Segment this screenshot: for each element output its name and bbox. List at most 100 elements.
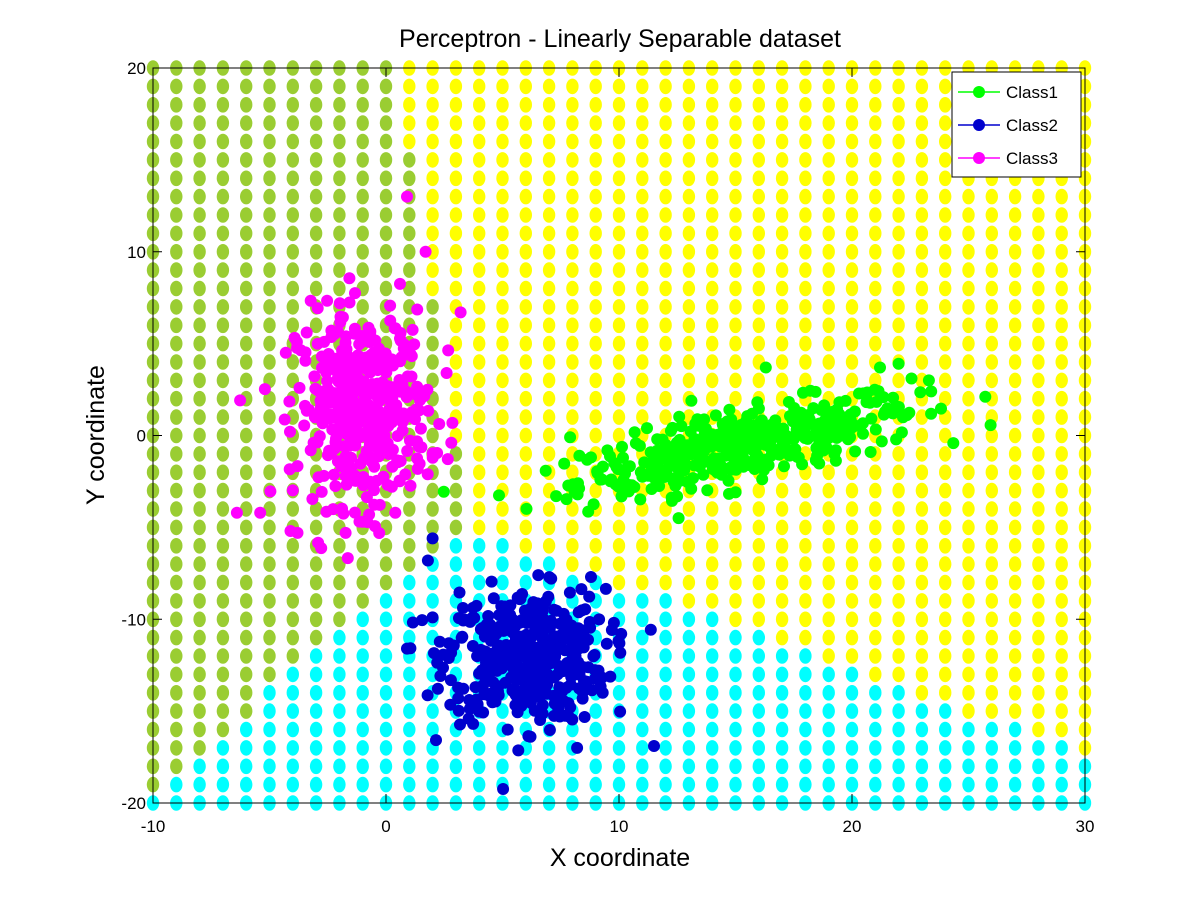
grid-point-class3 bbox=[333, 262, 346, 278]
grid-point-class3 bbox=[356, 207, 369, 223]
grid-point-class1 bbox=[752, 482, 765, 499]
data-point-class1 bbox=[809, 454, 822, 467]
grid-point-class2 bbox=[706, 721, 719, 738]
grid-point-class1 bbox=[985, 280, 998, 297]
grid-point-class1 bbox=[752, 611, 765, 628]
data-point-class2 bbox=[433, 635, 446, 648]
grid-point-class3 bbox=[449, 501, 463, 517]
grid-point-class2 bbox=[240, 776, 253, 793]
grid-point-class1 bbox=[403, 133, 416, 150]
data-point-class1 bbox=[628, 426, 641, 439]
grid-point-class2 bbox=[449, 740, 463, 756]
data-point-class3 bbox=[325, 447, 338, 459]
grid-point-class2 bbox=[752, 703, 765, 719]
data-point-class3 bbox=[426, 451, 439, 464]
grid-point-class3 bbox=[240, 225, 253, 242]
data-point-class2 bbox=[511, 591, 524, 604]
plot-area bbox=[146, 60, 1092, 811]
grid-point-class1 bbox=[752, 538, 765, 554]
grid-point-class1 bbox=[403, 115, 416, 131]
data-point-class1 bbox=[672, 512, 685, 525]
grid-point-class1 bbox=[845, 262, 859, 278]
grid-point-class3 bbox=[309, 170, 323, 187]
grid-point-class1 bbox=[799, 335, 812, 352]
grid-point-class1 bbox=[775, 133, 789, 150]
data-point-class3 bbox=[347, 356, 360, 368]
grid-point-class3 bbox=[263, 611, 276, 628]
grid-point-class3 bbox=[170, 207, 183, 223]
data-point-class2 bbox=[485, 634, 497, 647]
grid-point-class1 bbox=[566, 464, 579, 481]
data-point-class1 bbox=[601, 444, 614, 457]
grid-point-class1 bbox=[985, 446, 998, 462]
grid-point-class1 bbox=[566, 225, 579, 242]
data-point-class3 bbox=[390, 399, 403, 412]
grid-point-class3 bbox=[216, 372, 230, 389]
grid-point-class2 bbox=[333, 721, 346, 738]
grid-point-class2 bbox=[939, 776, 952, 793]
grid-point-class2 bbox=[659, 776, 672, 793]
grid-point-class1 bbox=[985, 464, 998, 481]
grid-point-class1 bbox=[729, 97, 742, 113]
grid-point-class1 bbox=[589, 133, 602, 150]
grid-point-class2 bbox=[263, 703, 276, 719]
data-point-class1 bbox=[698, 445, 711, 458]
grid-point-class1 bbox=[939, 574, 952, 591]
grid-point-class1 bbox=[729, 152, 742, 168]
grid-point-class2 bbox=[473, 538, 486, 554]
data-point-class1 bbox=[675, 420, 688, 433]
grid-point-class1 bbox=[612, 299, 626, 315]
grid-point-class1 bbox=[519, 299, 532, 315]
grid-point-class1 bbox=[915, 574, 929, 591]
grid-point-class1 bbox=[682, 115, 696, 131]
grid-point-class3 bbox=[309, 225, 323, 242]
grid-point-class3 bbox=[426, 299, 439, 315]
grid-point-class2 bbox=[333, 666, 346, 683]
grid-point-class3 bbox=[403, 519, 416, 536]
grid-point-class3 bbox=[286, 262, 299, 278]
grid-point-class1 bbox=[752, 317, 765, 334]
grid-point-class1 bbox=[519, 464, 532, 481]
grid-point-class1 bbox=[985, 703, 998, 719]
grid-point-class3 bbox=[216, 97, 230, 113]
grid-point-class1 bbox=[892, 299, 905, 315]
grid-point-class1 bbox=[1008, 519, 1022, 536]
data-point-class2 bbox=[515, 700, 528, 712]
grid-point-class1 bbox=[1032, 280, 1045, 297]
grid-point-class2 bbox=[729, 703, 742, 719]
grid-point-class1 bbox=[519, 152, 532, 168]
grid-point-class2 bbox=[403, 593, 416, 609]
grid-point-class1 bbox=[1032, 574, 1045, 591]
grid-point-class1 bbox=[799, 629, 812, 646]
grid-point-class1 bbox=[939, 152, 952, 168]
grid-point-class3 bbox=[309, 244, 323, 260]
grid-point-class1 bbox=[892, 335, 905, 352]
grid-point-class2 bbox=[659, 648, 672, 664]
grid-point-class2 bbox=[822, 758, 835, 775]
data-point-class2 bbox=[401, 642, 413, 655]
grid-point-class3 bbox=[263, 97, 276, 113]
grid-point-class1 bbox=[729, 207, 742, 223]
grid-point-class2 bbox=[379, 703, 393, 719]
data-point-class3 bbox=[293, 381, 306, 394]
grid-point-class1 bbox=[939, 390, 952, 407]
grid-point-class2 bbox=[729, 648, 742, 664]
grid-point-class1 bbox=[473, 390, 486, 407]
grid-point-class2 bbox=[379, 685, 393, 701]
grid-point-class2 bbox=[869, 776, 882, 793]
grid-point-class1 bbox=[589, 280, 602, 297]
grid-point-class3 bbox=[263, 593, 276, 609]
grid-point-class3 bbox=[170, 611, 183, 628]
grid-point-class2 bbox=[775, 703, 789, 719]
data-point-class1 bbox=[887, 391, 900, 404]
grid-point-class3 bbox=[240, 262, 253, 278]
data-point-class1 bbox=[890, 433, 903, 446]
grid-point-class3 bbox=[216, 207, 230, 223]
grid-point-class1 bbox=[636, 280, 649, 297]
grid-point-class1 bbox=[473, 427, 486, 444]
data-point-class3 bbox=[337, 361, 349, 374]
grid-point-class1 bbox=[1055, 666, 1068, 683]
grid-point-class3 bbox=[193, 464, 206, 481]
grid-point-class1 bbox=[915, 427, 929, 444]
grid-point-class3 bbox=[170, 629, 183, 646]
